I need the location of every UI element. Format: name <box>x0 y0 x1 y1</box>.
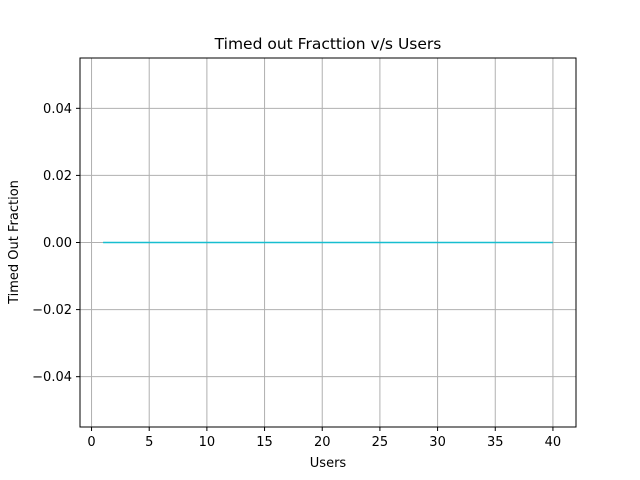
x-tick-label: 40 <box>545 435 562 450</box>
y-tick-label: 0.04 <box>43 102 72 117</box>
x-tick-label: 30 <box>429 435 446 450</box>
y-tick-label: −0.04 <box>32 370 72 385</box>
y-tick-label: 0.00 <box>43 236 72 251</box>
x-tick-label: 25 <box>372 435 389 450</box>
y-tick-label: 0.02 <box>43 169 72 184</box>
ticks: 0 5 10 15 20 25 30 35 40 −0.04 −0.02 0.00 0.02 0.04 <box>32 102 561 450</box>
x-tick-label: 35 <box>487 435 504 450</box>
x-tick-label: 10 <box>199 435 216 450</box>
x-axis-label: Users <box>310 456 347 471</box>
x-tick-label: 5 <box>145 435 153 450</box>
x-tick-label: 0 <box>87 435 95 450</box>
y-axis-label: Timed Out Fraction <box>7 180 22 305</box>
x-tick-label: 15 <box>256 435 273 450</box>
y-tick-label: −0.02 <box>32 303 72 318</box>
x-tick-label: 20 <box>314 435 331 450</box>
chart-title: Timed out Fracttion v/s Users <box>214 35 442 53</box>
